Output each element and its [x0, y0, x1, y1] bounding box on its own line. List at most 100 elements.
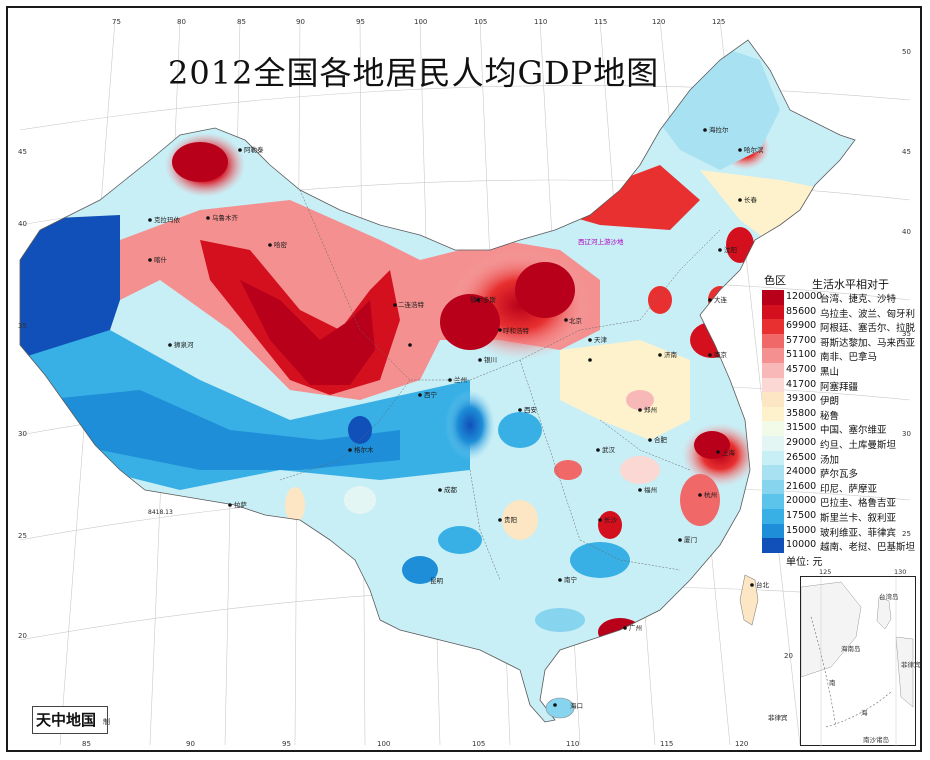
legend-swatch [762, 392, 784, 407]
legend-header-label: 色区 [764, 274, 786, 287]
hainan-island [545, 697, 575, 719]
legend-row: 31500 中国、塞尔维亚 [762, 421, 922, 436]
place-label: 西辽河上游沙地 [578, 238, 624, 246]
legend-swatch [762, 304, 784, 320]
tick-bottom: 95 [282, 740, 291, 748]
legend-row: 51100 南非、巴拿马 [762, 348, 922, 363]
place-label: 杭州 [704, 491, 717, 499]
place-label: 乌鲁木齐 [212, 214, 238, 222]
legend-country: 伊朗 [820, 396, 840, 408]
legend-country: 阿根廷、塞舌尔、拉脱 [820, 323, 916, 335]
legend-swatch [762, 436, 784, 451]
inset-sea-label: 海 [861, 709, 868, 717]
legend-country: 越南、老挝、巴基斯坦 [820, 542, 916, 554]
legend-country: 中国、塞尔维亚 [820, 425, 887, 437]
legend-value: 41700 [786, 378, 817, 390]
place-label: 长春 [744, 196, 757, 204]
place-label: 福州 [644, 486, 657, 494]
place-label: 哈尔滨 [744, 146, 764, 154]
inset-tick: 130 [894, 568, 907, 576]
legend-row: 17500 斯里兰卡、叙利亚 [762, 509, 922, 524]
taiwan-island [739, 574, 759, 626]
inset-lat-20: 20 [784, 652, 793, 660]
legend-row: 69900 阿根廷、塞舌尔、拉脱 [762, 319, 922, 334]
legend-swatch [762, 509, 784, 524]
place-label: 阿勒泰 [244, 146, 264, 154]
legend-swatch [762, 538, 784, 553]
legend-row: 26500 汤加 [762, 450, 922, 466]
legend-value: 20000 [786, 495, 817, 507]
tick-bottom: 90 [186, 740, 195, 748]
legend-country: 台湾、捷克、沙特 [820, 294, 897, 305]
tick-bottom: 120 [735, 740, 749, 748]
place-label: 海口 [570, 702, 583, 710]
legend-swatch [762, 333, 784, 349]
legend-country: 乌拉圭、波兰、匈牙利 [820, 308, 916, 320]
legend-swatch [762, 290, 784, 305]
legend-value: 24000 [786, 466, 817, 478]
legend-value: 57700 [786, 334, 817, 346]
place-label: 西安 [524, 406, 537, 414]
place-label: 昆明 [430, 577, 443, 585]
code-label: 8418.13 [148, 509, 173, 516]
legend-value: 69900 [786, 320, 817, 332]
bottom-philippines-label: 菲律宾 [768, 714, 788, 722]
place-label: 拉萨 [234, 501, 247, 509]
inset-south-label: 南 [829, 679, 836, 687]
tick-right: 35 [902, 330, 911, 338]
legend-value: 85600 [786, 305, 817, 317]
legend-row: 57700 哥斯达黎加、马来西亚 [762, 333, 922, 349]
tick-top: 105 [474, 18, 488, 26]
place-label: 南京 [714, 351, 727, 359]
tick-left: 20 [18, 632, 27, 640]
tick-bottom: 100 [377, 740, 391, 748]
place-label: 武汉 [602, 446, 615, 454]
legend-unit: 单位: 元 [786, 557, 823, 568]
place-label: 西宁 [424, 391, 437, 399]
legend-country: 南非、巴拿马 [820, 352, 878, 364]
place-label: 长沙 [604, 516, 617, 524]
legend-value: 120000 [786, 291, 823, 302]
place-label: 呼和浩特 [503, 327, 529, 335]
legend-value: 26500 [786, 451, 817, 463]
legend-country: 秘鲁 [820, 410, 840, 422]
tick-top: 115 [594, 18, 608, 26]
legend-swatch [762, 363, 784, 378]
place-label: 济南 [664, 351, 677, 359]
place-label: 二连浩特 [398, 301, 424, 309]
china-outline [19, 39, 856, 723]
legend-swatch [762, 523, 784, 539]
legend-row: 39300 伊朗 [762, 392, 922, 407]
legend-value: 29000 [786, 437, 817, 448]
tick-left: 30 [18, 430, 27, 438]
legend-swatch [762, 377, 784, 393]
place-label: 海拉尔 [709, 126, 729, 134]
tick-bottom: 115 [660, 740, 674, 748]
legend-row: 45700 黑山 [762, 363, 922, 378]
legend-country: 约旦、土库曼斯坦 [820, 440, 897, 451]
legend-country: 印尼、萨摩亚 [820, 483, 878, 495]
place-label: 天津 [594, 336, 607, 344]
place-label: 喀什 [154, 256, 167, 264]
legend-swatch [762, 319, 784, 334]
tick-top: 95 [356, 18, 365, 26]
tick-right: 40 [902, 228, 911, 236]
tick-top: 90 [296, 18, 305, 26]
inset-philippines-label: 菲律宾 [901, 661, 921, 669]
tick-left: 35 [18, 322, 27, 330]
page-title: 2012全国各地居民人均GDP地图 [168, 54, 660, 92]
place-label: 兰州 [454, 376, 467, 384]
place-label: 成都 [444, 486, 457, 494]
tick-bottom: 105 [472, 740, 486, 748]
legend-value: 31500 [786, 422, 817, 434]
place-label: 北京 [569, 317, 582, 325]
place-label: 哈密 [274, 241, 287, 249]
legend-country: 哥斯达黎加、马来西亚 [820, 337, 916, 349]
legend-value: 45700 [786, 364, 817, 375]
inset-nansha-label: 南沙诸岛 [863, 736, 889, 744]
tick-left: 25 [18, 532, 27, 540]
legend-row: 120000 台湾、捷克、沙特 [762, 290, 922, 305]
place-label: 贵阳 [504, 516, 517, 524]
brand-box: 天中地国 制 [32, 706, 110, 734]
tick-right: 25 [902, 530, 911, 538]
